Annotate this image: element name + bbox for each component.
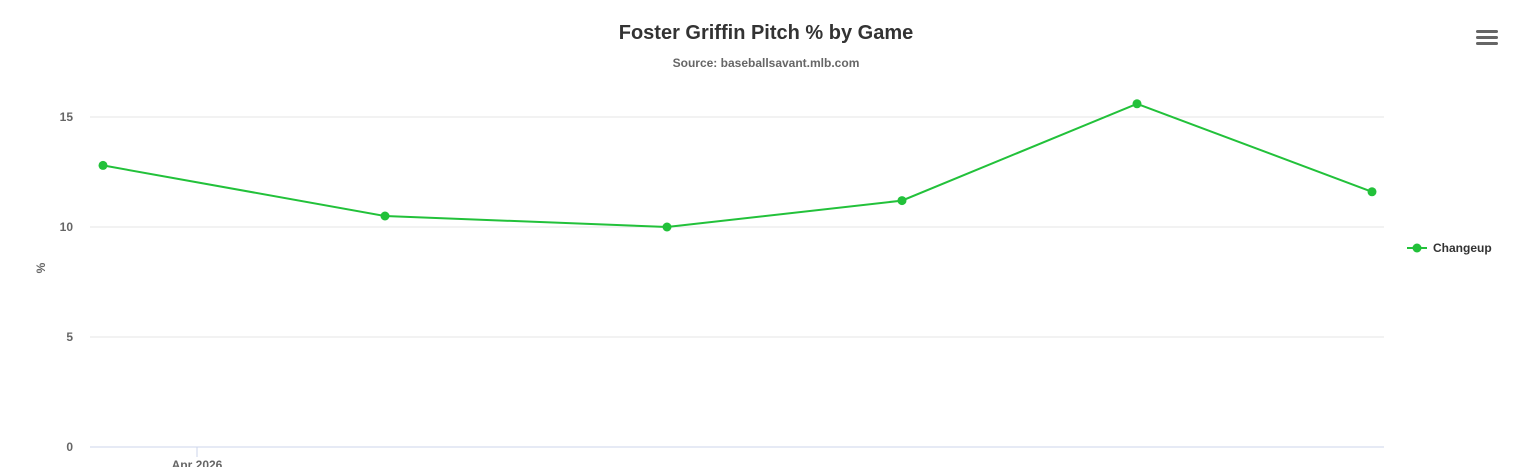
y-tick-label: 0	[66, 440, 73, 454]
x-tick-label: Apr 2026	[172, 458, 223, 467]
data-point	[662, 222, 672, 232]
y-axis-label: %	[34, 262, 48, 273]
chart-title: Foster Griffin Pitch % by Game	[618, 22, 914, 44]
series-line	[102, 102, 1373, 229]
data-point	[1132, 99, 1142, 109]
data-point	[1367, 187, 1377, 197]
y-tick-label: 10	[60, 220, 74, 234]
data-point	[897, 196, 907, 206]
legend-item-changeup[interactable]: Changeup	[1407, 241, 1492, 255]
y-tick-label: 15	[60, 110, 74, 124]
hamburger-menu-icon[interactable]	[1476, 30, 1498, 50]
chart-subtitle: Source: baseballsavant.mlb.com	[672, 56, 860, 70]
data-point	[380, 211, 390, 221]
legend-label: Changeup	[1433, 241, 1492, 255]
y-tick-label: 5	[66, 330, 73, 344]
legend-marker-icon	[1407, 243, 1427, 253]
data-point	[98, 160, 108, 170]
